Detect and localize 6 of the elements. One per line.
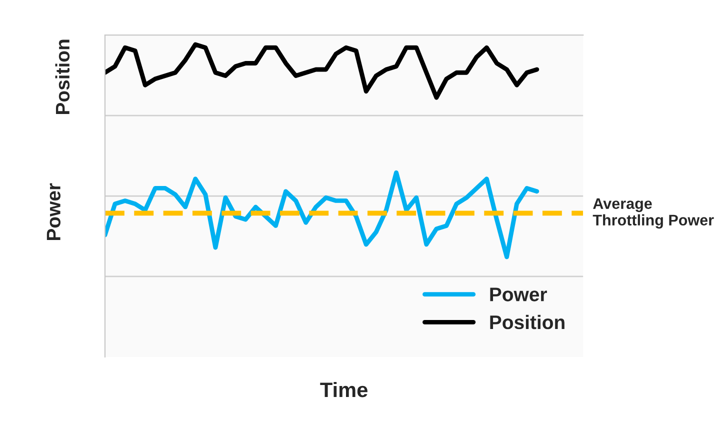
ref-line-label: Average Throttling Power xyxy=(592,198,714,229)
legend-label: Position xyxy=(490,314,564,330)
x-axis-title: Time xyxy=(320,382,368,398)
text: Position xyxy=(55,40,70,114)
y-axis-title: Power xyxy=(46,183,60,240)
legend-label: Power xyxy=(490,288,547,302)
